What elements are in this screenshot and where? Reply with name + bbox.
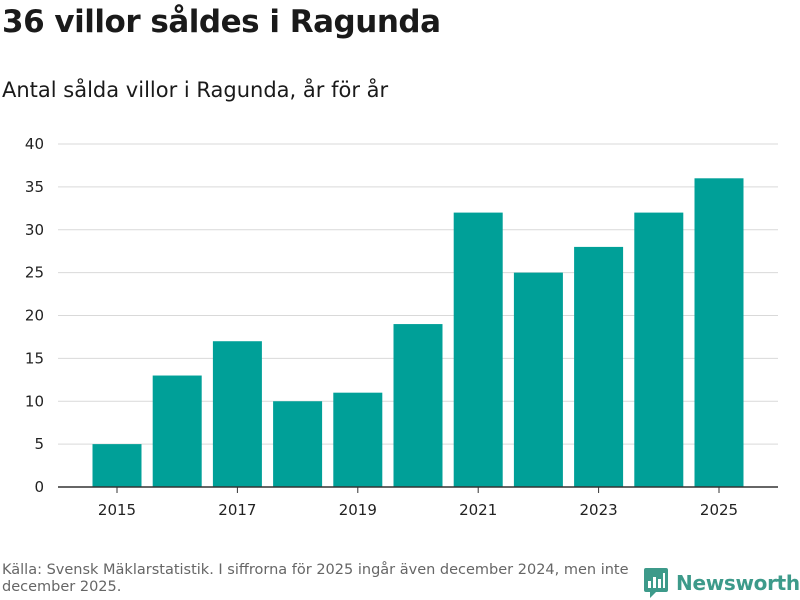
y-tick-label: 15 bbox=[25, 349, 44, 367]
bar-2021[interactable] bbox=[453, 212, 503, 487]
y-tick-label: 5 bbox=[34, 435, 44, 453]
x-tick-label: 2019 bbox=[339, 501, 377, 519]
bar-2015[interactable] bbox=[92, 444, 142, 487]
bar-2023[interactable] bbox=[574, 246, 624, 487]
bar-2025[interactable] bbox=[694, 178, 744, 488]
y-tick-label: 20 bbox=[25, 307, 44, 325]
y-tick-label: 25 bbox=[25, 264, 44, 282]
y-tick-label: 0 bbox=[34, 478, 44, 496]
y-axis-ticks: 0 5 10 15 20 25 30 35 40 bbox=[25, 135, 44, 496]
x-tick-label: 2021 bbox=[459, 501, 497, 519]
newsworthy-logo-icon bbox=[644, 568, 668, 598]
y-tick-label: 10 bbox=[25, 392, 44, 410]
y-tick-label: 30 bbox=[25, 221, 44, 239]
bar-2017[interactable] bbox=[212, 341, 262, 487]
brand-name: Newsworthy bbox=[676, 571, 800, 595]
x-tick-label: 2015 bbox=[98, 501, 136, 519]
bar-2018[interactable] bbox=[273, 401, 323, 487]
x-axis-ticks: 2015 2017 2019 2021 2023 2025 bbox=[98, 487, 738, 519]
x-tick-label: 2025 bbox=[700, 501, 738, 519]
x-tick-label: 2023 bbox=[580, 501, 618, 519]
x-tick-label: 2017 bbox=[218, 501, 256, 519]
chart-title: 36 villor såldes i Ragunda bbox=[2, 4, 441, 40]
bar-2019[interactable] bbox=[333, 392, 383, 487]
bar-2020[interactable] bbox=[393, 324, 443, 487]
y-tick-label: 40 bbox=[25, 135, 44, 153]
bar-2016[interactable] bbox=[152, 375, 202, 487]
bars bbox=[92, 178, 744, 488]
bar-2022[interactable] bbox=[513, 272, 563, 487]
newsworthy-logo[interactable]: Newsworthy bbox=[644, 568, 800, 598]
bar-2024[interactable] bbox=[634, 212, 684, 487]
chart-subtitle: Antal sålda villor i Ragunda, år för år bbox=[2, 78, 389, 102]
y-tick-label: 35 bbox=[25, 178, 44, 196]
source-note: Källa: Svensk Mäklarstatistik. I siffror… bbox=[2, 562, 629, 595]
